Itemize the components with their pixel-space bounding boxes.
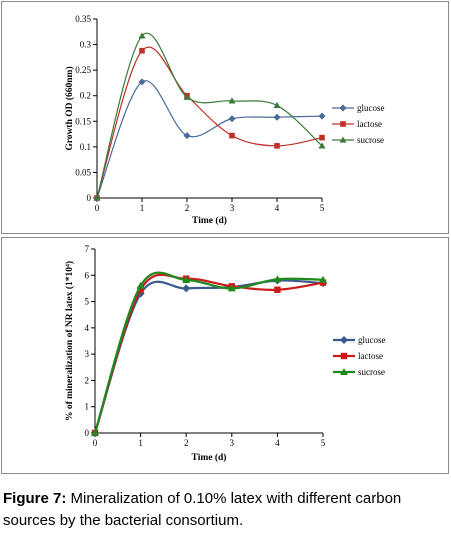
data-point-glucose xyxy=(138,78,146,86)
data-point-lactose xyxy=(319,134,325,141)
growth-chart: 0 0.05 0.1 0.15 0.2 0.25 0.3 0.35 0 1 2 3 4 5 Time (d)… xyxy=(64,14,385,226)
series-line-glucose xyxy=(96,80,323,199)
data-point-sucrose xyxy=(318,142,326,149)
x-tick-label: 2 xyxy=(185,203,190,213)
series-line-lactose xyxy=(93,273,324,434)
data-point-sucrose xyxy=(91,429,99,436)
y-tick-label: 2 xyxy=(85,375,90,385)
data-point-sucrose xyxy=(93,194,101,201)
y-tick-label: 0.15 xyxy=(75,116,91,126)
legend-marker-sucrose xyxy=(339,136,347,143)
data-point-sucrose xyxy=(273,275,282,283)
x-tick-label: 1 xyxy=(140,203,145,213)
legend-label-glucose: glucose xyxy=(357,103,385,113)
series-line-sucrose xyxy=(96,32,323,199)
series-line-sucrose xyxy=(93,271,324,434)
data-point-lactose xyxy=(137,286,144,293)
y-tick-label: 0.3 xyxy=(80,40,92,50)
data-point-lactose xyxy=(139,47,145,54)
y-tick-label: 0.2 xyxy=(80,91,91,101)
data-point-sucrose xyxy=(183,93,191,100)
data-point-lactose xyxy=(274,286,281,293)
legend-marker-lactose xyxy=(340,121,346,127)
x-tick-label: 3 xyxy=(230,203,235,213)
x-tick-label: 5 xyxy=(320,203,325,213)
data-point-sucrose xyxy=(136,281,145,289)
figure-caption-text: Mineralization of 0.10% latex with diffe… xyxy=(3,490,402,529)
data-point-glucose xyxy=(273,113,281,121)
figure-caption-label: Figure 7: xyxy=(3,490,67,507)
legend-label-sucrose: sucrose xyxy=(357,135,384,145)
data-point-glucose xyxy=(228,115,236,123)
data-point-sucrose xyxy=(273,101,281,109)
y-axis-label: Growth OD (660nm) xyxy=(64,66,75,150)
data-point-glucose xyxy=(318,112,326,120)
data-point-sucrose xyxy=(319,275,327,283)
series-line-lactose xyxy=(96,46,323,199)
data-point-lactose xyxy=(229,132,235,139)
x-tick-label: 2 xyxy=(184,438,189,448)
y-tick-label: 7 xyxy=(85,244,90,254)
data-point-glucose xyxy=(182,284,191,293)
legend-label-lactose: lactose xyxy=(357,119,382,129)
x-tick-label: 4 xyxy=(275,203,280,213)
y-axis-label: % of mineralization of NR latex (1*10⁴) xyxy=(64,261,75,421)
x-axis-label: Time (d) xyxy=(192,215,227,226)
y-tick-label: 0.25 xyxy=(75,65,91,75)
legend-marker-lactose xyxy=(340,352,348,360)
y-tick-label: 0.05 xyxy=(75,167,91,177)
y-tick-label: 5 xyxy=(85,297,90,307)
y-tick-label: 0 xyxy=(87,193,92,203)
chart-panel-growth: 0 0.05 0.1 0.15 0.2 0.25 0.3 0.35 0 1 2 3 4 5 Time (d)… xyxy=(1,1,449,234)
legend-marker-glucose xyxy=(339,104,347,112)
x-tick-label: 5 xyxy=(321,438,326,448)
y-tick-label: 3 xyxy=(85,349,90,359)
x-tick-label: 4 xyxy=(275,438,280,448)
mineralization-chart: 0 1 2 3 4 5 6 7 0 1 2 3 4 5 Time (d) % of mineralizatio… xyxy=(64,244,386,463)
x-tick-label: 1 xyxy=(138,438,143,448)
series-line-glucose xyxy=(93,279,324,434)
legend-label-lactose: lactose xyxy=(358,351,383,361)
data-point-sucrose xyxy=(182,276,191,284)
data-point-sucrose xyxy=(138,32,146,39)
data-point-sucrose xyxy=(227,284,236,292)
x-tick-label: 3 xyxy=(230,438,235,448)
chart-panel-mineralization: 0 1 2 3 4 5 6 7 0 1 2 3 4 5 Time (d) % of mineralizatio… xyxy=(1,237,449,474)
y-tick-label: 0.35 xyxy=(75,14,91,24)
x-axis-label: Time (d) xyxy=(192,452,227,463)
legend-marker-sucrose xyxy=(340,368,348,375)
legend-label-sucrose: sucrose xyxy=(358,367,385,377)
y-tick-label: 0.1 xyxy=(80,142,91,152)
legend-marker-glucose xyxy=(340,336,348,344)
data-point-sucrose xyxy=(228,97,236,104)
y-tick-label: 6 xyxy=(85,270,90,280)
x-tick-label: 0 xyxy=(95,203,100,213)
figure-caption: Figure 7: Mineralization of 0.10% latex … xyxy=(3,488,449,532)
data-point-lactose xyxy=(274,143,280,149)
data-point-glucose xyxy=(183,132,191,140)
y-tick-label: 1 xyxy=(85,402,90,412)
y-tick-label: 0 xyxy=(85,428,90,438)
y-tick-label: 4 xyxy=(85,323,90,333)
legend-label-glucose: glucose xyxy=(358,335,386,345)
x-tick-label: 0 xyxy=(93,438,98,448)
